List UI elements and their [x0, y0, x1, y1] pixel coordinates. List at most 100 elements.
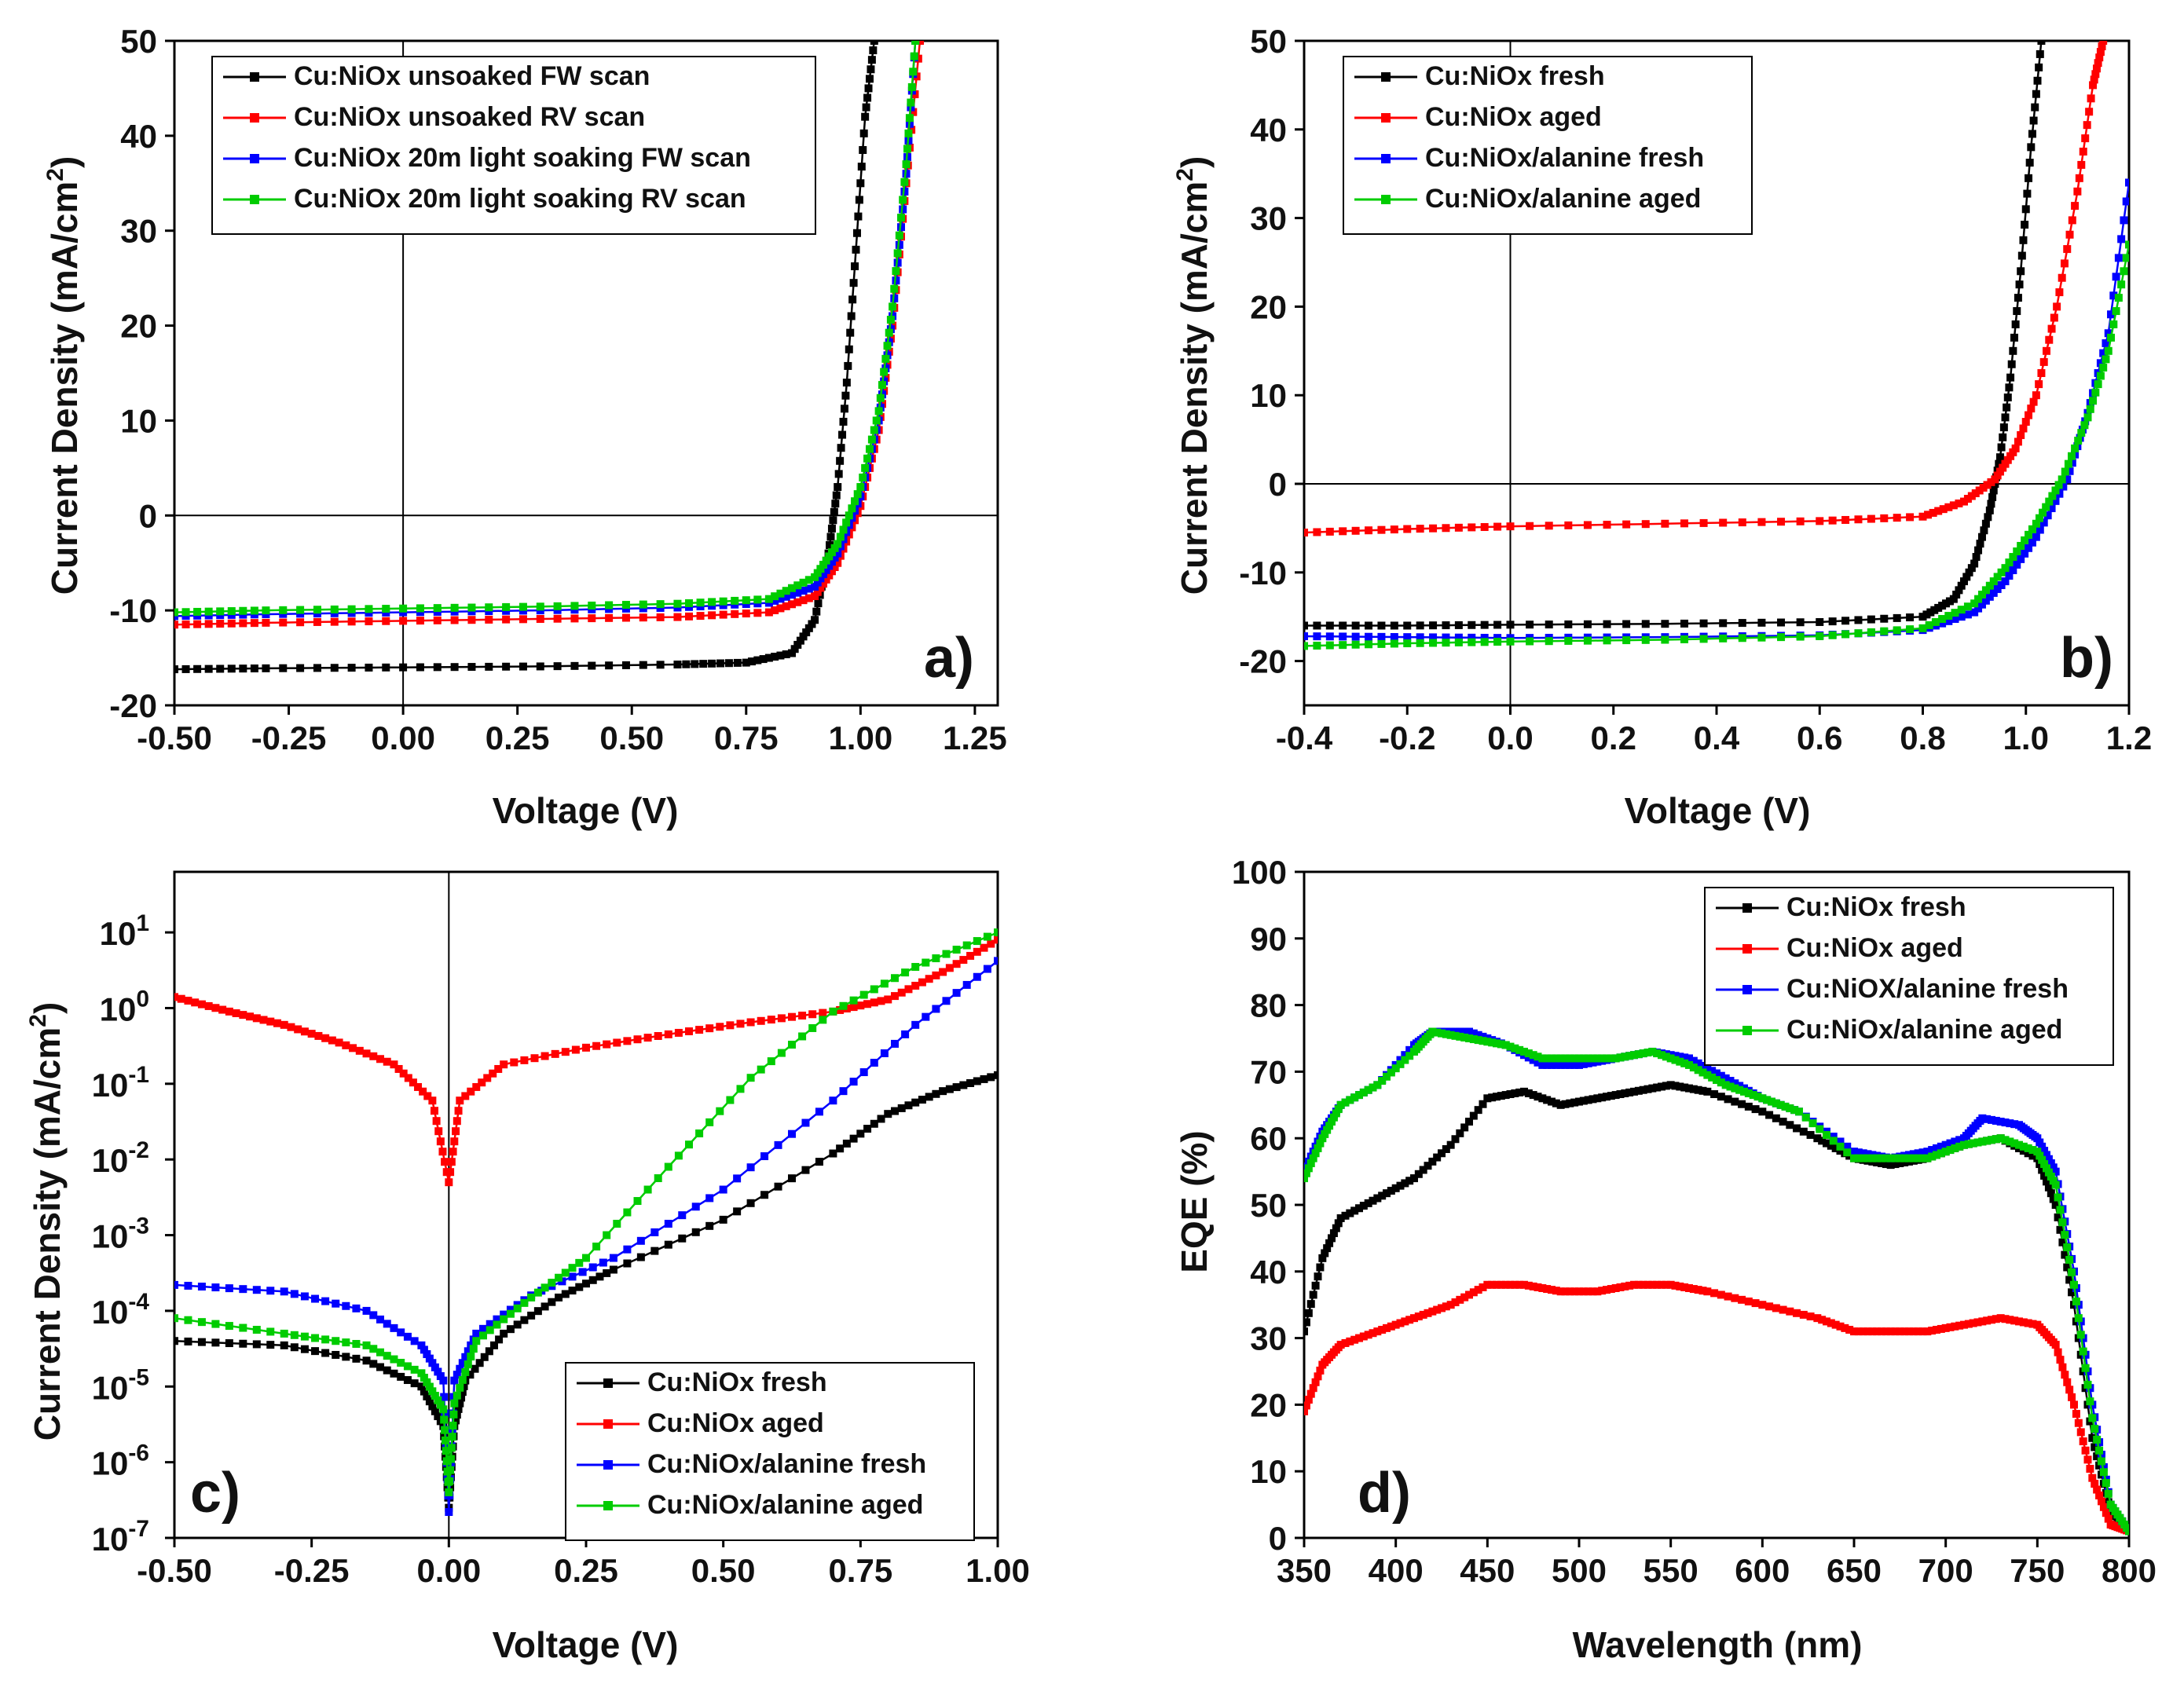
data-point	[1575, 1097, 1583, 1106]
data-point	[1744, 1297, 1753, 1305]
data-point	[452, 1416, 460, 1425]
x-tick-label: -0.25	[251, 719, 327, 756]
data-point	[2098, 1497, 2105, 1506]
data-point	[705, 1221, 714, 1230]
data-point	[536, 662, 544, 671]
data-point	[2093, 1452, 2102, 1461]
data-point	[1980, 526, 1988, 535]
data-point	[1799, 1310, 1808, 1319]
data-point	[983, 932, 991, 941]
data-point	[548, 1279, 556, 1287]
data-point	[1387, 1186, 1395, 1195]
data-point	[2015, 1140, 2023, 1149]
data-point	[1731, 1097, 1739, 1106]
data-point	[829, 1149, 837, 1158]
data-point	[804, 624, 813, 632]
data-point	[447, 1158, 456, 1166]
data-point	[1906, 625, 1915, 634]
data-point	[218, 1005, 227, 1014]
data-point	[1469, 1029, 1478, 1038]
data-point	[776, 604, 785, 613]
data-point	[1653, 1049, 1662, 1058]
data-point	[1621, 1052, 1629, 1061]
data-point	[1566, 1287, 1574, 1296]
data-point	[1960, 1140, 1968, 1149]
data-point	[1383, 1072, 1391, 1081]
data-point	[799, 632, 808, 641]
data-point	[1850, 1148, 1858, 1156]
y-tick-label: -10	[109, 592, 157, 629]
data-point	[1306, 1389, 1315, 1398]
data-point	[420, 1387, 428, 1396]
legend-entry-label: Cu:NiOx/alanine aged	[1786, 1015, 2062, 1045]
data-point	[1442, 1302, 1450, 1311]
data-point	[1666, 1280, 1675, 1289]
data-point	[2010, 1316, 2019, 1325]
data-point	[1598, 1093, 1607, 1102]
data-point	[897, 1104, 906, 1112]
data-point	[423, 1092, 432, 1100]
data-point	[1806, 1312, 1815, 1321]
data-point	[181, 608, 190, 617]
data-point	[1506, 1280, 1515, 1289]
data-point	[448, 1433, 456, 1441]
data-point	[2122, 254, 2129, 262]
data-point	[973, 947, 981, 956]
data-point	[2068, 1393, 2076, 1401]
x-tick-label: 700	[1918, 1552, 1973, 1589]
data-point	[1325, 641, 1334, 650]
data-point	[193, 607, 202, 616]
data-point	[2096, 48, 2105, 57]
data-point	[1454, 633, 1463, 642]
data-point	[1772, 1114, 1780, 1122]
data-point	[1442, 524, 1450, 533]
data-point	[1468, 638, 1476, 646]
data-point	[506, 1305, 515, 1314]
data-point	[1405, 1316, 1414, 1324]
data-point	[2021, 221, 2029, 229]
data-point	[870, 998, 878, 1007]
data-point	[1465, 1118, 1473, 1126]
data-point	[1710, 1289, 1719, 1298]
data-point	[397, 1328, 405, 1337]
data-point	[836, 533, 845, 541]
data-point	[1694, 1286, 1702, 1294]
data-point	[1957, 581, 1966, 590]
data-point	[1676, 1282, 1684, 1290]
data-point	[863, 1000, 872, 1009]
y-tick-label: 50	[1250, 1187, 1287, 1224]
data-point	[973, 972, 981, 981]
data-point	[1829, 1137, 1838, 1145]
data-point	[279, 606, 288, 614]
data-point	[440, 1393, 449, 1401]
data-point	[1731, 1079, 1739, 1088]
data-point	[776, 589, 785, 598]
data-point	[1583, 636, 1592, 645]
data-point	[1643, 1049, 1652, 1057]
data-point	[588, 614, 596, 623]
data-point	[1488, 1093, 1497, 1102]
data-point	[1758, 1107, 1767, 1116]
data-point	[1703, 1087, 1712, 1096]
data-point	[1989, 577, 1998, 586]
data-point	[290, 1331, 299, 1339]
legend-swatch-marker	[1742, 944, 1752, 954]
data-point	[330, 617, 339, 626]
data-point	[1873, 1158, 1882, 1166]
data-point	[2032, 533, 2040, 541]
data-point	[1446, 1140, 1455, 1149]
data-point	[1438, 1304, 1446, 1312]
data-point	[500, 1310, 508, 1319]
x-tick-label: 0.4	[1694, 719, 1740, 756]
data-point	[1983, 1115, 1992, 1123]
data-point	[2094, 59, 2102, 68]
data-point	[719, 610, 727, 619]
data-point	[2096, 372, 2105, 380]
data-point	[1465, 1027, 1473, 1036]
data-point	[952, 989, 961, 998]
data-point	[1816, 1125, 1824, 1133]
data-point	[1465, 1034, 1473, 1042]
data-point	[1829, 1133, 1838, 1141]
data-point	[1469, 1288, 1478, 1297]
data-point	[902, 160, 911, 169]
